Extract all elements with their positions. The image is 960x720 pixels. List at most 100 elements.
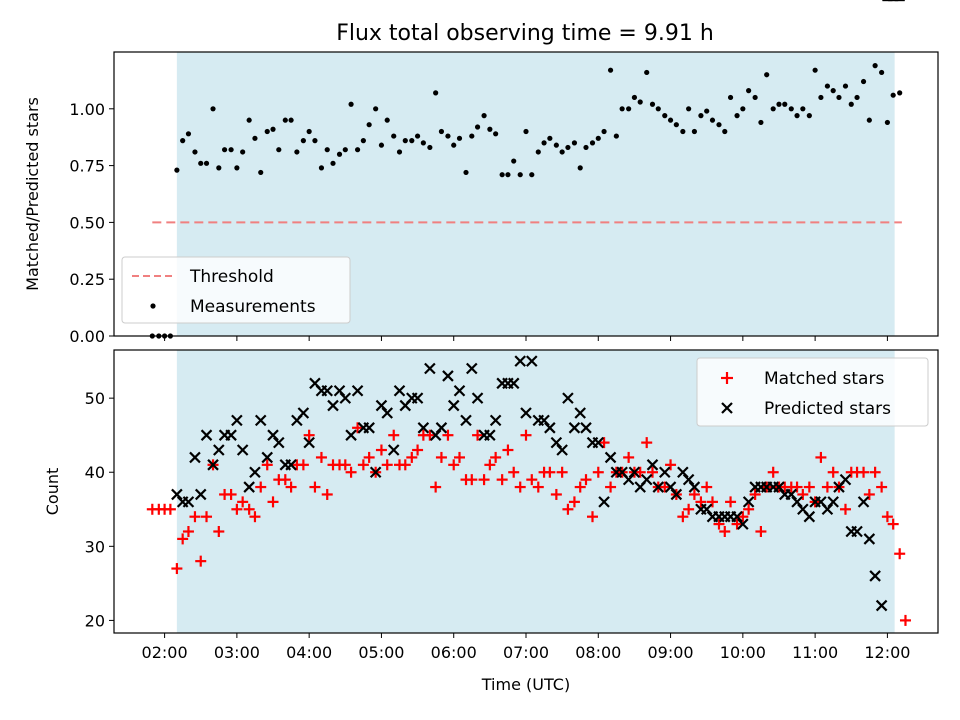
- measurement-point: [185, 131, 192, 137]
- measurement-point: [655, 106, 661, 112]
- predicted-star-marker: [369, 466, 382, 479]
- measurement-point: [583, 144, 589, 151]
- matched-star-marker: [164, 503, 176, 515]
- measurement-point: [824, 83, 831, 89]
- matched-star-marker: [568, 496, 580, 508]
- matched-star-marker: [243, 503, 255, 515]
- measurement-point: [240, 149, 246, 155]
- matched-star-marker: [641, 437, 653, 449]
- matched-star-marker: [339, 459, 351, 471]
- measurement-point: [866, 117, 872, 123]
- measurement-point: [722, 128, 728, 135]
- matched-star-marker: [381, 459, 393, 471]
- predicted-star-marker: [466, 362, 478, 375]
- predicted-star-marker: [453, 384, 466, 397]
- predicted-star-marker: [682, 473, 695, 486]
- legend-matched-swatch: [721, 372, 733, 384]
- predicted-star-marker: [321, 384, 334, 397]
- predicted-star-markers: [171, 0, 905, 612]
- measurement-point: [691, 128, 698, 135]
- time-x-tick-label: 12:00: [864, 643, 910, 662]
- matched-star-marker: [255, 481, 267, 493]
- predicted-star-marker: [363, 422, 375, 434]
- count-legend-box: [696, 357, 929, 427]
- predicted-star-marker: [303, 436, 315, 449]
- predicted-star-marker: [640, 473, 653, 486]
- legend-predicted-label: Predicted stars: [764, 399, 891, 419]
- matched-star-marker: [894, 548, 906, 560]
- measurement-point: [752, 94, 758, 101]
- measurement-point: [203, 160, 210, 166]
- predicted-star-marker: [562, 392, 574, 404]
- measurement-point: [174, 167, 180, 173]
- predicted-star-marker: [213, 444, 225, 456]
- matched-star-marker: [899, 614, 911, 626]
- predicted-star-marker: [411, 392, 424, 404]
- measurement-point: [782, 101, 788, 107]
- measurement-point: [396, 149, 403, 155]
- measurement-point: [764, 72, 770, 78]
- matched-star-marker: [544, 466, 556, 478]
- legend-predicted-swatch: [721, 402, 733, 414]
- matched-star-marker: [755, 526, 767, 538]
- measurement-point: [354, 147, 361, 153]
- matched-star-marker: [514, 481, 526, 493]
- matched-star-marker: [195, 555, 207, 567]
- measurement-point: [734, 113, 740, 119]
- predicted-star-marker: [821, 503, 834, 516]
- measurement-point: [348, 101, 354, 107]
- measurement-point: [276, 147, 282, 153]
- predicted-star-marker: [375, 399, 388, 412]
- matched-star-marker: [695, 496, 707, 508]
- predicted-star-marker: [568, 422, 581, 434]
- predicted-star-marker: [688, 481, 701, 493]
- measurement-point: [180, 138, 186, 144]
- measurement-point: [872, 63, 878, 69]
- matched-star-marker: [201, 511, 213, 523]
- measurement-point: [667, 117, 674, 123]
- predicted-star-marker: [171, 488, 183, 501]
- measurement-point: [897, 90, 903, 96]
- matched-star-marker: [586, 511, 598, 523]
- matched-star-marker: [357, 459, 369, 471]
- measurement-point: [384, 117, 390, 123]
- matched-star-marker: [309, 481, 321, 493]
- measurement-point: [270, 126, 276, 132]
- ratio-y-tick-label: 0.50: [69, 213, 105, 232]
- predicted-star-marker: [550, 436, 563, 449]
- measurement-point: [842, 83, 849, 89]
- measurement-point: [716, 122, 722, 128]
- matched-star-marker: [887, 518, 899, 530]
- measurement-point: [644, 69, 650, 76]
- time-x-tick-label: 11:00: [792, 643, 838, 662]
- measurement-point: [210, 106, 216, 112]
- measurement-point: [709, 117, 716, 123]
- measurement-point: [794, 113, 800, 119]
- predicted-star-marker: [538, 414, 550, 427]
- ratio-y-tick-label: 1.00: [69, 100, 105, 119]
- predicted-star-marker: [387, 444, 400, 456]
- measurement-point: [438, 128, 445, 135]
- measurement-point: [451, 142, 457, 148]
- matched-star-marker: [665, 459, 677, 471]
- measurement-point: [258, 169, 264, 176]
- measurement-point: [806, 113, 812, 119]
- matched-star-marker: [701, 481, 713, 493]
- measurement-point: [282, 117, 288, 123]
- matched-star-marker: [574, 481, 586, 493]
- measurement-point: [481, 113, 487, 119]
- count-y-axis-label: Count: [43, 468, 62, 516]
- predicted-star-marker: [556, 444, 568, 456]
- measurement-point: [234, 165, 240, 171]
- measurement-points: [149, 63, 903, 339]
- measurement-point: [547, 135, 553, 141]
- chart-title: Flux total observing time = 9.91 h: [336, 21, 714, 46]
- matched-star-marker: [363, 451, 375, 463]
- matched-star-marker: [719, 526, 731, 538]
- measurement-point: [740, 106, 746, 112]
- measurement-point: [848, 101, 854, 107]
- matched-star-marker: [177, 533, 189, 545]
- matched-star-marker: [261, 459, 273, 471]
- measurement-point: [788, 106, 794, 112]
